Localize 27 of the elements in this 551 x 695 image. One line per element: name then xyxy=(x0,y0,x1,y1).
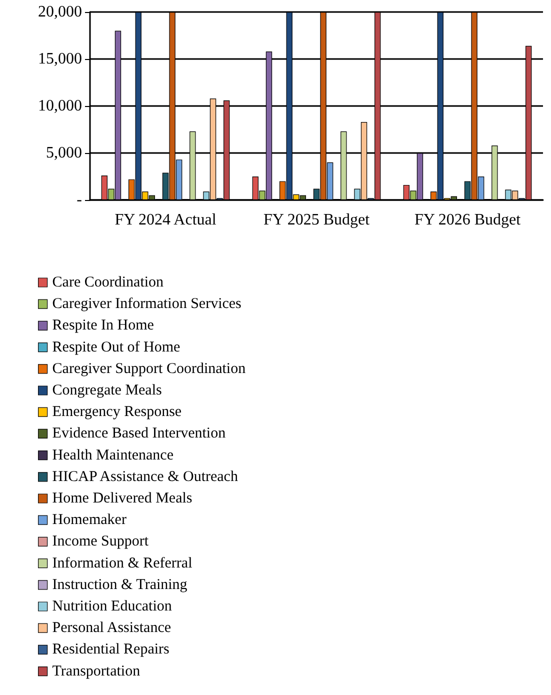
y-tick-label: 15,000 xyxy=(38,50,82,68)
legend-label: Personal Assistance xyxy=(52,620,172,636)
legend-label: Homemaker xyxy=(52,512,126,528)
legend-label: HICAP Assistance & Outreach xyxy=(52,468,238,485)
legend-label: Respite Out of Home xyxy=(52,339,181,356)
legend-label: Congregate Meals xyxy=(52,382,162,398)
x-tick-label: FY 2025 Budget xyxy=(263,212,370,228)
legend-label: Transportation xyxy=(52,663,141,680)
x-tick-label: FY 2024 Actual xyxy=(114,212,217,228)
y-tick-label: 10,000 xyxy=(38,98,82,114)
legend-label: Residential Repairs xyxy=(52,642,170,658)
legend-label: Caregiver Support Coordination xyxy=(52,360,246,377)
legend-label: Income Support xyxy=(52,534,150,550)
legend-label: Health Maintenance xyxy=(52,447,174,464)
x-tick-label: FY 2026 Budget xyxy=(414,212,522,228)
legend-label: Respite In Home xyxy=(52,318,154,334)
legend-label: Home Delivered Meals xyxy=(52,490,192,506)
legend-label: Evidence Based Intervention xyxy=(52,426,226,442)
legend-label: Emergency Response xyxy=(52,404,182,420)
legend-label: Caregiver Information Services xyxy=(52,296,242,312)
y-tick-label: - xyxy=(76,192,82,208)
y-tick-label: 20,000 xyxy=(38,4,82,20)
legend-label: Information & Referral xyxy=(52,555,192,572)
legend-label: Instruction & Training xyxy=(52,576,188,593)
legend-label: Nutrition Education xyxy=(52,598,172,614)
y-tick-label: 5,000 xyxy=(46,144,82,162)
legend-label: Care Coordination xyxy=(52,274,164,290)
